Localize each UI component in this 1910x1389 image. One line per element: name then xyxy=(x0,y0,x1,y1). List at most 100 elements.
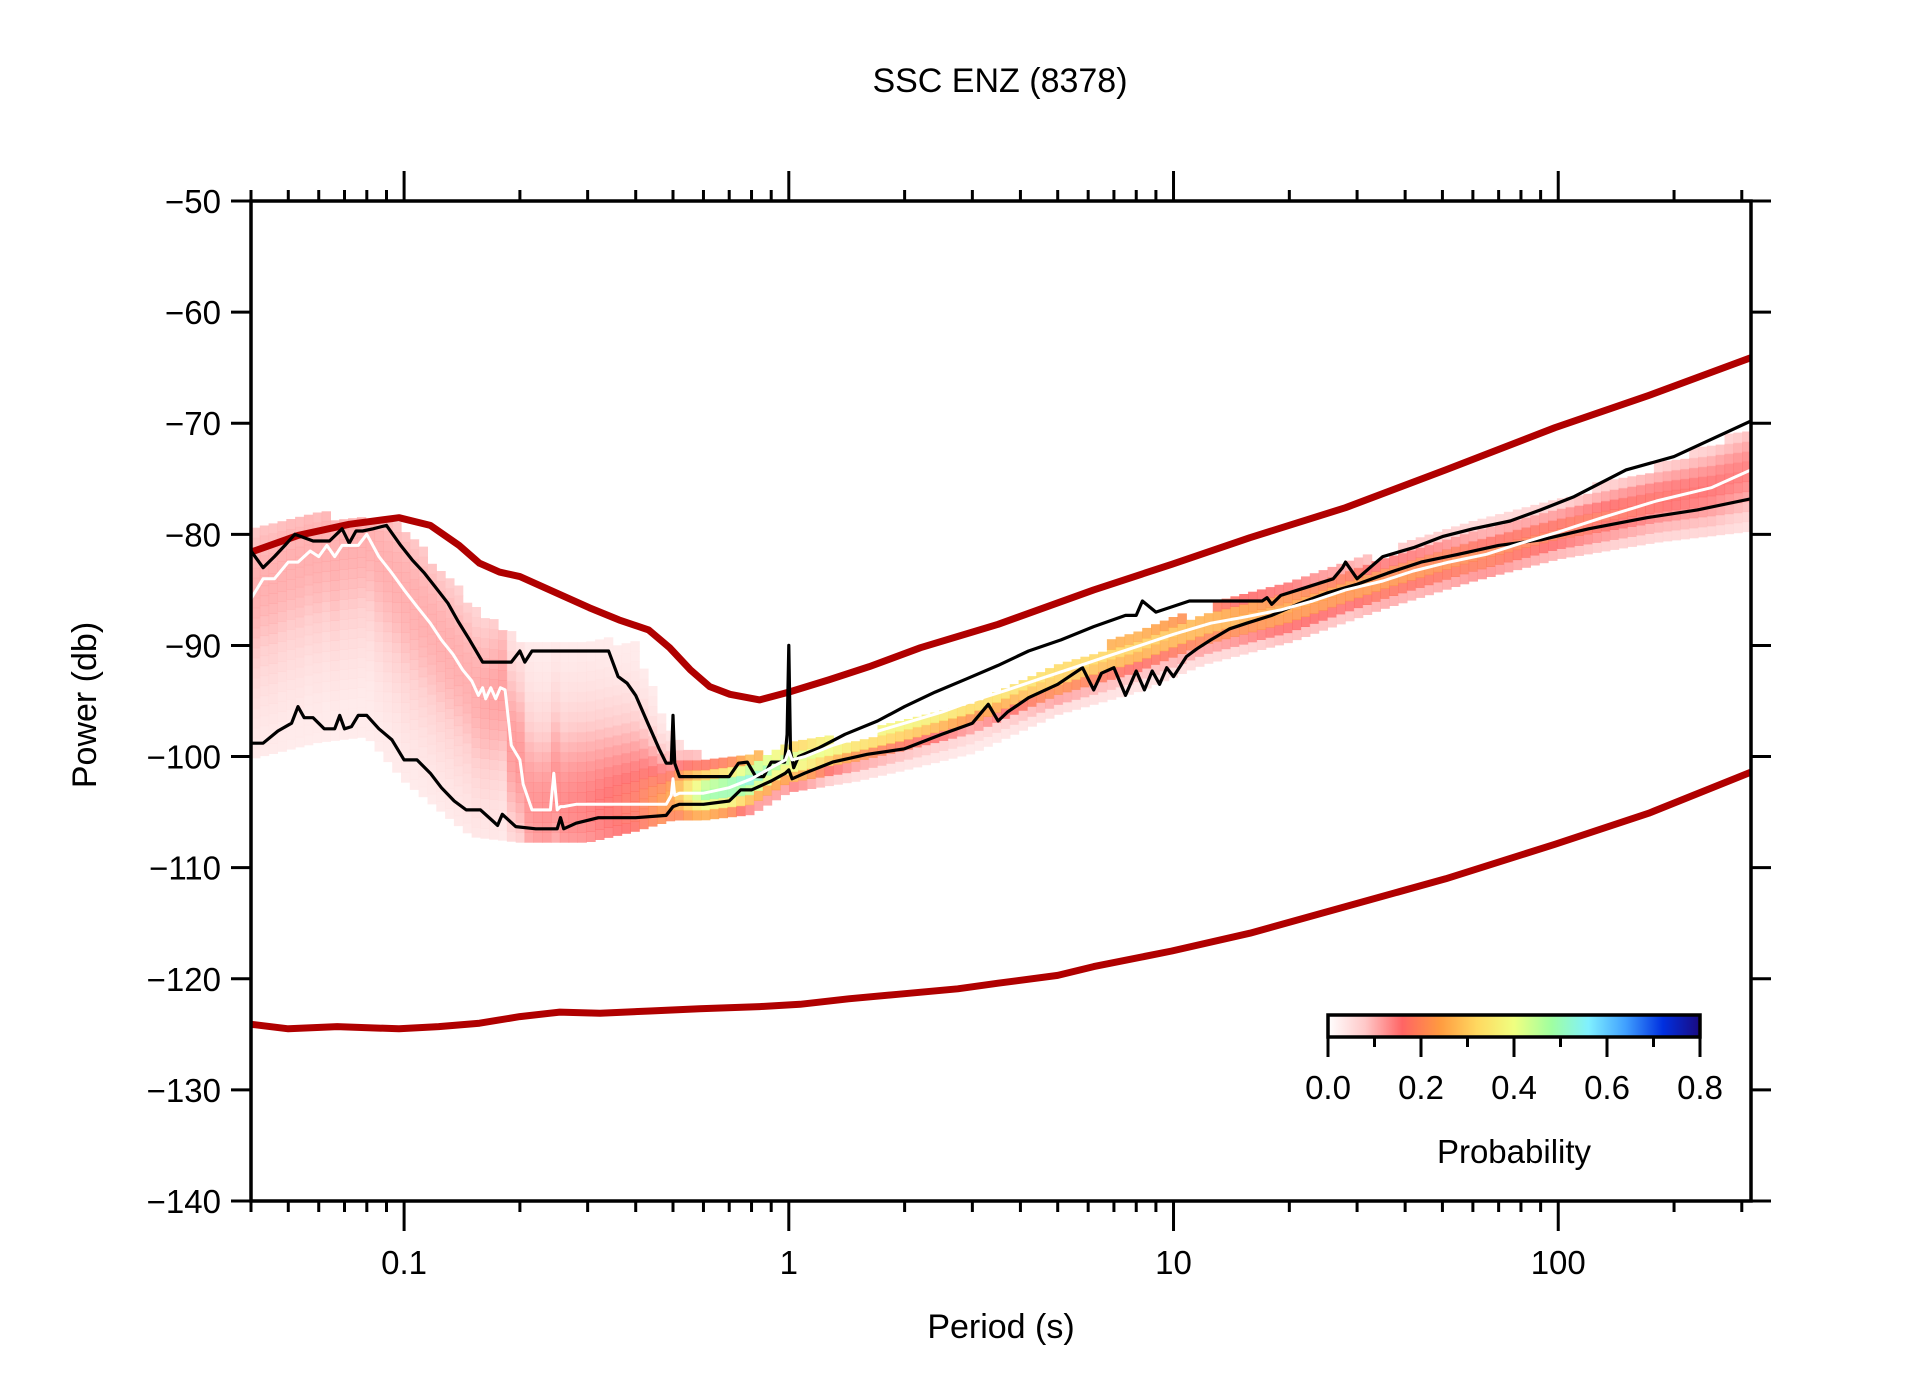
density-cell xyxy=(515,782,526,793)
density-cell xyxy=(339,679,349,690)
density-cell xyxy=(1124,654,1134,665)
y-tick-label: −130 xyxy=(147,1072,221,1109)
density-cell xyxy=(418,626,428,638)
density-cell xyxy=(586,751,596,762)
density-cell xyxy=(392,612,402,623)
density-cell xyxy=(1327,576,1337,588)
density-cell xyxy=(409,759,420,770)
density-cell xyxy=(1230,606,1240,617)
density-cell xyxy=(1609,479,1620,490)
density-cell xyxy=(1151,644,1161,655)
density-cell xyxy=(1724,513,1734,525)
density-cell xyxy=(1539,512,1549,524)
density-cell xyxy=(630,751,640,762)
density-cell xyxy=(1080,686,1090,698)
density-cell xyxy=(842,762,852,774)
density-cell xyxy=(374,581,384,592)
density-cell xyxy=(533,712,543,723)
density-cell xyxy=(418,776,428,788)
density-cell xyxy=(612,675,623,686)
density-cell xyxy=(365,710,376,722)
density-cell xyxy=(480,758,490,769)
chart-title: SSC ENZ (8378) xyxy=(872,62,1127,100)
density-cell xyxy=(877,765,887,776)
density-cell xyxy=(630,651,640,662)
density-cell xyxy=(1706,485,1717,497)
density-cell xyxy=(586,761,596,772)
density-cell xyxy=(348,548,358,559)
density-cell xyxy=(312,512,323,524)
density-cell xyxy=(515,672,526,683)
density-cell xyxy=(683,759,693,771)
density-cell xyxy=(1715,444,1726,456)
density-cell xyxy=(586,811,596,822)
density-cell xyxy=(1098,681,1108,693)
density-cell xyxy=(1133,681,1143,693)
density-cell xyxy=(789,751,799,762)
density-cell xyxy=(1053,664,1064,675)
density-cell xyxy=(427,673,437,685)
density-cell xyxy=(568,802,578,813)
density-cell xyxy=(356,607,367,618)
density-cell xyxy=(603,777,614,788)
density-cell xyxy=(427,633,437,645)
density-cell xyxy=(286,679,296,690)
density-cell xyxy=(1001,718,1011,729)
density-cell xyxy=(568,812,578,823)
density-cell xyxy=(303,734,314,746)
density-cell xyxy=(577,712,587,723)
density-cell xyxy=(1151,654,1161,665)
density-cell xyxy=(665,760,676,772)
density-cell xyxy=(1733,442,1743,454)
density-cell xyxy=(992,702,1002,713)
density-cell xyxy=(259,575,270,587)
density-cell xyxy=(612,755,623,766)
density-cell xyxy=(401,662,411,673)
density-cell xyxy=(1468,541,1478,552)
density-cell xyxy=(401,642,411,653)
density-cell xyxy=(506,641,517,652)
density-cell xyxy=(603,717,614,728)
density-cell xyxy=(568,732,578,743)
density-cell xyxy=(251,567,261,579)
density-cell xyxy=(1389,595,1399,606)
density-cell xyxy=(1168,617,1178,628)
y-axis: −50−60−70−80−90−100−110−120−130−140 xyxy=(147,183,1771,1220)
density-cell xyxy=(471,757,481,768)
density-cell xyxy=(312,612,323,624)
density-cell xyxy=(965,713,976,725)
density-cell xyxy=(453,685,464,697)
density-cell xyxy=(383,661,393,673)
density-cell xyxy=(277,691,287,702)
density-cell xyxy=(453,585,464,597)
density-cell xyxy=(1451,576,1461,587)
density-cell xyxy=(1248,621,1258,633)
density-cell xyxy=(515,682,526,693)
density-cell xyxy=(401,552,411,563)
density-cell xyxy=(603,787,614,798)
density-cell xyxy=(515,712,526,723)
density-cell xyxy=(595,739,605,750)
density-cell xyxy=(471,727,481,738)
density-cell xyxy=(595,659,605,670)
density-cell xyxy=(1733,492,1743,504)
density-cell xyxy=(480,698,490,709)
density-cell xyxy=(1433,541,1443,553)
density-cell xyxy=(1203,653,1214,664)
density-cell xyxy=(656,723,667,734)
density-cell xyxy=(462,652,473,664)
density-cell xyxy=(1698,466,1708,478)
density-cell xyxy=(383,581,393,593)
density-cell xyxy=(498,770,508,781)
density-cell xyxy=(427,663,437,675)
density-cell xyxy=(542,762,552,773)
density-cell xyxy=(427,573,437,585)
density-cell xyxy=(630,671,640,682)
density-cell xyxy=(630,821,640,832)
density-cell xyxy=(630,801,640,812)
density-cell xyxy=(259,635,270,647)
density-cell xyxy=(339,669,349,680)
density-cell xyxy=(603,807,614,818)
density-cell xyxy=(506,751,517,762)
density-cell xyxy=(1371,601,1381,612)
